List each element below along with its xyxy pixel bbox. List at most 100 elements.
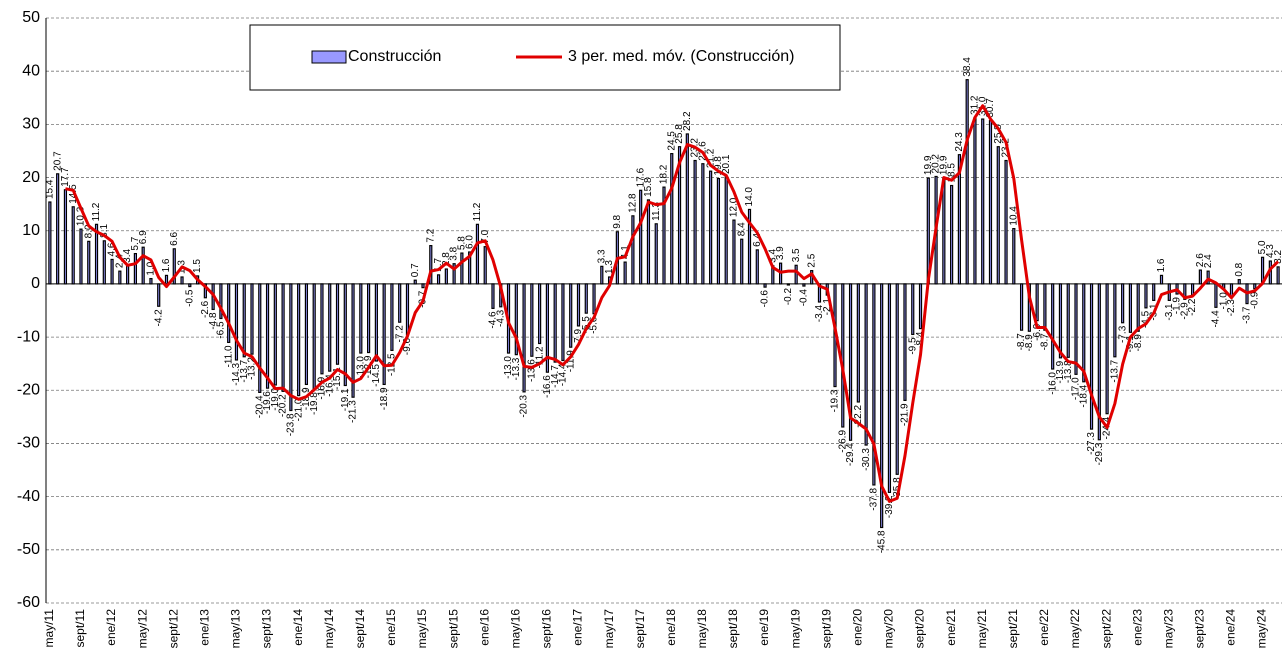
x-tick-label: ene/20 — [851, 609, 865, 646]
bar — [219, 283, 223, 320]
bar — [87, 240, 91, 285]
bar — [265, 283, 270, 389]
bar — [872, 283, 876, 486]
data-label: 17.7 — [60, 167, 71, 187]
data-label: -0.2 — [783, 288, 794, 306]
bar — [646, 199, 651, 285]
x-tick-label: ene/14 — [291, 609, 305, 646]
data-label: -11.9 — [565, 350, 576, 372]
data-label: 1.6 — [161, 258, 172, 272]
bar — [203, 283, 207, 299]
bar — [1012, 228, 1016, 285]
data-label: 12.8 — [628, 193, 639, 213]
data-label: -7.3 — [1117, 325, 1128, 343]
bar — [1253, 283, 1257, 290]
bar — [569, 283, 573, 348]
x-tick-label: ene/19 — [757, 609, 771, 646]
bar — [1066, 283, 1070, 358]
data-label: 5.7 — [130, 236, 141, 250]
bar — [584, 283, 588, 314]
bar — [149, 277, 153, 285]
bar — [126, 265, 130, 285]
bar — [1214, 283, 1218, 308]
data-label: 25.8 — [993, 124, 1004, 144]
x-tick-label: sept/19 — [819, 609, 833, 649]
data-label: -16.9 — [317, 376, 328, 399]
bar — [335, 283, 340, 365]
data-label: -16.4 — [324, 374, 335, 397]
bar — [1206, 270, 1210, 285]
bar — [273, 283, 277, 386]
x-tick-label: may/21 — [975, 609, 989, 649]
bar — [452, 263, 456, 285]
data-label: -16.0 — [1047, 372, 1058, 395]
x-tick-label: sept/12 — [166, 609, 180, 649]
data-label: 6.4 — [752, 233, 763, 247]
bar — [965, 79, 969, 285]
data-label: -13.8 — [1063, 360, 1074, 383]
data-label: -14.4 — [558, 363, 569, 386]
bar — [413, 279, 417, 285]
bar — [475, 223, 480, 285]
data-label: -7.2 — [394, 325, 405, 343]
data-label: 21.2 — [705, 148, 716, 168]
bar — [382, 283, 386, 386]
bar — [367, 283, 371, 354]
data-label: 11.2 — [91, 202, 102, 221]
data-label: 10.3 — [76, 206, 87, 226]
bar — [522, 283, 526, 393]
bar — [1035, 283, 1039, 322]
bar — [856, 283, 860, 403]
x-tick-label: ene/12 — [104, 609, 118, 646]
data-label: 11.3 — [651, 202, 662, 221]
bar — [1058, 283, 1063, 359]
bar — [1097, 283, 1101, 441]
bar — [1027, 283, 1031, 332]
x-tick-label: sept/23 — [1193, 609, 1207, 649]
bar — [709, 170, 713, 285]
bar — [903, 283, 907, 401]
data-label: -5.5 — [581, 316, 592, 334]
x-tick-label: ene/13 — [198, 609, 212, 646]
bar — [685, 133, 689, 285]
data-label: -0.4 — [799, 289, 810, 307]
data-label: 12.0 — [729, 197, 740, 217]
data-label: -13.3 — [511, 357, 522, 380]
data-label: 2.8 — [441, 252, 452, 266]
data-label: -4.5 — [1141, 310, 1152, 328]
data-label: -19.0 — [270, 388, 281, 411]
data-label: -20.3 — [519, 394, 530, 417]
data-label: -9.5 — [907, 337, 918, 355]
bar — [94, 223, 99, 285]
data-label: 20.1 — [721, 154, 732, 174]
data-label: 0.7 — [410, 263, 421, 277]
data-label: -20.4 — [254, 395, 265, 418]
bar — [48, 201, 52, 285]
data-label: 22.6 — [698, 141, 709, 161]
bar — [351, 283, 355, 398]
data-label: -19.6 — [262, 391, 273, 414]
bar — [576, 283, 581, 327]
data-label: -3.1 — [1164, 303, 1175, 321]
data-label: 19.8 — [713, 156, 724, 176]
x-tick-label: may/17 — [602, 609, 616, 649]
data-label: 1.5 — [192, 259, 203, 273]
data-label: 19.9 — [923, 155, 934, 175]
bar — [592, 283, 596, 315]
bar — [141, 246, 145, 285]
x-tick-label: may/15 — [415, 609, 429, 649]
moving-average-line — [65, 104, 1280, 503]
x-tick-label: sept/18 — [726, 609, 740, 649]
bar — [483, 246, 487, 285]
data-label: 19.9 — [938, 155, 949, 175]
bar — [281, 283, 285, 392]
bar — [950, 184, 954, 285]
bar — [1089, 283, 1094, 430]
x-tick-label: sept/11 — [73, 609, 87, 648]
bar — [530, 283, 534, 357]
data-label: 1.3 — [604, 260, 615, 274]
bar — [1229, 283, 1234, 297]
bar — [848, 283, 853, 441]
data-label: -37.8 — [869, 488, 880, 511]
